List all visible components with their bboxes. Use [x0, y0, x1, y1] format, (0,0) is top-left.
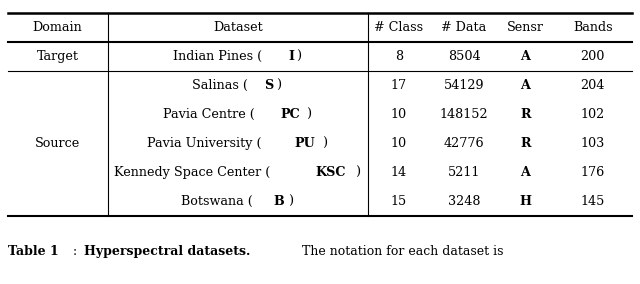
- Text: Domain: Domain: [33, 21, 83, 34]
- Text: 17: 17: [391, 79, 407, 92]
- Text: Source: Source: [35, 137, 80, 150]
- Text: S: S: [264, 79, 274, 92]
- Text: Sensr: Sensr: [507, 21, 544, 34]
- Text: Bands: Bands: [573, 21, 612, 34]
- Text: 148152: 148152: [440, 108, 488, 121]
- Text: Table 1: Table 1: [8, 245, 58, 258]
- Text: 102: 102: [580, 108, 605, 121]
- Text: :: :: [73, 245, 81, 258]
- Text: ): ): [322, 137, 327, 150]
- Text: 10: 10: [391, 108, 407, 121]
- Text: ): ): [276, 79, 282, 92]
- Text: ): ): [355, 166, 360, 179]
- Text: # Class: # Class: [374, 21, 424, 34]
- Text: A: A: [520, 50, 531, 63]
- Text: 176: 176: [580, 166, 605, 179]
- Text: B: B: [274, 195, 285, 208]
- Text: Kennedy Space Center (: Kennedy Space Center (: [114, 166, 270, 179]
- Text: 200: 200: [580, 50, 605, 63]
- Text: Pavia Centre (: Pavia Centre (: [163, 108, 254, 121]
- Text: 10: 10: [391, 137, 407, 150]
- Text: 54129: 54129: [444, 79, 484, 92]
- Text: 8504: 8504: [448, 50, 480, 63]
- Text: A: A: [520, 166, 531, 179]
- Text: Target: Target: [36, 50, 79, 63]
- Text: H: H: [520, 195, 531, 208]
- Text: Hyperspectral datasets.: Hyperspectral datasets.: [84, 245, 250, 258]
- Text: 42776: 42776: [444, 137, 484, 150]
- Text: ): ): [296, 50, 301, 63]
- Text: 145: 145: [580, 195, 605, 208]
- Text: KSC: KSC: [316, 166, 346, 179]
- Text: I: I: [288, 50, 294, 63]
- Text: 103: 103: [580, 137, 605, 150]
- Text: 8: 8: [395, 50, 403, 63]
- Text: Indian Pines (: Indian Pines (: [173, 50, 262, 63]
- Text: # Data: # Data: [442, 21, 486, 34]
- Text: PC: PC: [281, 108, 301, 121]
- Text: 204: 204: [580, 79, 605, 92]
- Text: A: A: [520, 79, 531, 92]
- Text: 14: 14: [391, 166, 407, 179]
- Text: The notation for each dataset is: The notation for each dataset is: [298, 245, 504, 258]
- Text: 15: 15: [391, 195, 407, 208]
- Text: ): ): [307, 108, 312, 121]
- Text: ): ): [287, 195, 293, 208]
- Text: Salinas (: Salinas (: [193, 79, 248, 92]
- Text: PU: PU: [295, 137, 316, 150]
- Text: 3248: 3248: [448, 195, 480, 208]
- Text: R: R: [520, 137, 531, 150]
- Text: Botswana (: Botswana (: [181, 195, 253, 208]
- Text: R: R: [520, 108, 531, 121]
- Text: Pavia University (: Pavia University (: [147, 137, 262, 150]
- Text: 5211: 5211: [448, 166, 480, 179]
- Text: Dataset: Dataset: [213, 21, 262, 34]
